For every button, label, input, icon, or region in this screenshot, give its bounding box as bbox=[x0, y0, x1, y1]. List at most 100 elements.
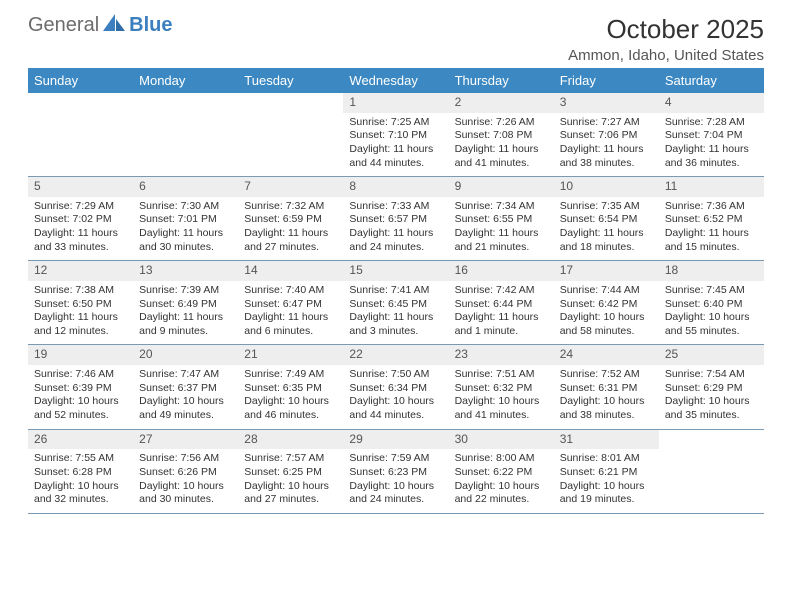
calendar-cell: 18Sunrise: 7:45 AMSunset: 6:40 PMDayligh… bbox=[659, 261, 764, 345]
day-details: Sunrise: 7:47 AMSunset: 6:37 PMDaylight:… bbox=[133, 365, 238, 429]
sunrise-text: Sunrise: 7:54 AM bbox=[665, 368, 758, 382]
calendar-cell: 1Sunrise: 7:25 AMSunset: 7:10 PMDaylight… bbox=[343, 93, 448, 177]
sunrise-text: Sunrise: 7:25 AM bbox=[349, 116, 442, 130]
day-number: 14 bbox=[238, 261, 343, 281]
day-number: 7 bbox=[238, 177, 343, 197]
calendar-body: . . . 1Sunrise: 7:25 AMSunset: 7:10 PMDa… bbox=[28, 93, 764, 513]
sunrise-text: Sunrise: 7:40 AM bbox=[244, 284, 337, 298]
daylight-text: Daylight: 10 hours and 55 minutes. bbox=[665, 311, 758, 338]
calendar-cell: 11Sunrise: 7:36 AMSunset: 6:52 PMDayligh… bbox=[659, 177, 764, 261]
daylight-text: Daylight: 10 hours and 35 minutes. bbox=[665, 395, 758, 422]
day-number: 21 bbox=[238, 345, 343, 365]
sunset-text: Sunset: 6:31 PM bbox=[560, 382, 653, 396]
day-details: Sunrise: 7:30 AMSunset: 7:01 PMDaylight:… bbox=[133, 197, 238, 261]
calendar-cell: . bbox=[133, 93, 238, 177]
day-number: 29 bbox=[343, 430, 448, 450]
day-number: 30 bbox=[449, 430, 554, 450]
sunrise-text: Sunrise: 7:45 AM bbox=[665, 284, 758, 298]
day-details: Sunrise: 7:36 AMSunset: 6:52 PMDaylight:… bbox=[659, 197, 764, 261]
day-details: Sunrise: 7:33 AMSunset: 6:57 PMDaylight:… bbox=[343, 197, 448, 261]
calendar-cell: 31Sunrise: 8:01 AMSunset: 6:21 PMDayligh… bbox=[554, 429, 659, 513]
sunset-text: Sunset: 6:26 PM bbox=[139, 466, 232, 480]
month-title: October 2025 bbox=[568, 14, 764, 45]
daylight-text: Daylight: 10 hours and 58 minutes. bbox=[560, 311, 653, 338]
daylight-text: Daylight: 10 hours and 52 minutes. bbox=[34, 395, 127, 422]
sunrise-text: Sunrise: 7:28 AM bbox=[665, 116, 758, 130]
header: General Blue October 2025 Ammon, Idaho, … bbox=[28, 14, 764, 64]
sunset-text: Sunset: 6:34 PM bbox=[349, 382, 442, 396]
daylight-text: Daylight: 10 hours and 22 minutes. bbox=[455, 480, 548, 507]
sunset-text: Sunset: 7:06 PM bbox=[560, 129, 653, 143]
calendar-week: . . . 1Sunrise: 7:25 AMSunset: 7:10 PMDa… bbox=[28, 93, 764, 177]
day-number: 15 bbox=[343, 261, 448, 281]
day-number: 17 bbox=[554, 261, 659, 281]
calendar-cell: 7Sunrise: 7:32 AMSunset: 6:59 PMDaylight… bbox=[238, 177, 343, 261]
sunset-text: Sunset: 6:59 PM bbox=[244, 213, 337, 227]
calendar-cell: 29Sunrise: 7:59 AMSunset: 6:23 PMDayligh… bbox=[343, 429, 448, 513]
day-details: Sunrise: 7:26 AMSunset: 7:08 PMDaylight:… bbox=[449, 113, 554, 177]
daylight-text: Daylight: 10 hours and 46 minutes. bbox=[244, 395, 337, 422]
day-details: Sunrise: 7:40 AMSunset: 6:47 PMDaylight:… bbox=[238, 281, 343, 345]
sunset-text: Sunset: 6:52 PM bbox=[665, 213, 758, 227]
dow-friday: Friday bbox=[554, 68, 659, 93]
day-details: Sunrise: 7:57 AMSunset: 6:25 PMDaylight:… bbox=[238, 449, 343, 513]
calendar-cell: 24Sunrise: 7:52 AMSunset: 6:31 PMDayligh… bbox=[554, 345, 659, 429]
sunrise-text: Sunrise: 8:01 AM bbox=[560, 452, 653, 466]
sunrise-text: Sunrise: 7:29 AM bbox=[34, 200, 127, 214]
calendar-cell: 21Sunrise: 7:49 AMSunset: 6:35 PMDayligh… bbox=[238, 345, 343, 429]
day-number: 24 bbox=[554, 345, 659, 365]
calendar-cell: 8Sunrise: 7:33 AMSunset: 6:57 PMDaylight… bbox=[343, 177, 448, 261]
day-details: Sunrise: 7:54 AMSunset: 6:29 PMDaylight:… bbox=[659, 365, 764, 429]
sunrise-text: Sunrise: 7:56 AM bbox=[139, 452, 232, 466]
sunset-text: Sunset: 6:42 PM bbox=[560, 298, 653, 312]
day-details: Sunrise: 7:28 AMSunset: 7:04 PMDaylight:… bbox=[659, 113, 764, 177]
day-details: Sunrise: 7:51 AMSunset: 6:32 PMDaylight:… bbox=[449, 365, 554, 429]
sunrise-text: Sunrise: 7:57 AM bbox=[244, 452, 337, 466]
calendar-cell: 13Sunrise: 7:39 AMSunset: 6:49 PMDayligh… bbox=[133, 261, 238, 345]
day-number: 9 bbox=[449, 177, 554, 197]
calendar-cell: 26Sunrise: 7:55 AMSunset: 6:28 PMDayligh… bbox=[28, 429, 133, 513]
sunset-text: Sunset: 6:50 PM bbox=[34, 298, 127, 312]
day-details: Sunrise: 7:44 AMSunset: 6:42 PMDaylight:… bbox=[554, 281, 659, 345]
daylight-text: Daylight: 11 hours and 24 minutes. bbox=[349, 227, 442, 254]
day-details: Sunrise: 7:27 AMSunset: 7:06 PMDaylight:… bbox=[554, 113, 659, 177]
daylight-text: Daylight: 11 hours and 18 minutes. bbox=[560, 227, 653, 254]
dow-sunday: Sunday bbox=[28, 68, 133, 93]
calendar-cell: 25Sunrise: 7:54 AMSunset: 6:29 PMDayligh… bbox=[659, 345, 764, 429]
sunrise-text: Sunrise: 7:42 AM bbox=[455, 284, 548, 298]
sunset-text: Sunset: 6:28 PM bbox=[34, 466, 127, 480]
day-details: Sunrise: 7:35 AMSunset: 6:54 PMDaylight:… bbox=[554, 197, 659, 261]
dow-tuesday: Tuesday bbox=[238, 68, 343, 93]
day-number: 13 bbox=[133, 261, 238, 281]
day-details: Sunrise: 7:55 AMSunset: 6:28 PMDaylight:… bbox=[28, 449, 133, 513]
sunset-text: Sunset: 6:23 PM bbox=[349, 466, 442, 480]
sunrise-text: Sunrise: 7:35 AM bbox=[560, 200, 653, 214]
dow-monday: Monday bbox=[133, 68, 238, 93]
dow-thursday: Thursday bbox=[449, 68, 554, 93]
calendar-cell: 4Sunrise: 7:28 AMSunset: 7:04 PMDaylight… bbox=[659, 93, 764, 177]
sunset-text: Sunset: 6:39 PM bbox=[34, 382, 127, 396]
sunrise-text: Sunrise: 7:46 AM bbox=[34, 368, 127, 382]
day-number: 31 bbox=[554, 430, 659, 450]
day-details: Sunrise: 7:25 AMSunset: 7:10 PMDaylight:… bbox=[343, 113, 448, 177]
calendar-table: Sunday Monday Tuesday Wednesday Thursday… bbox=[28, 68, 764, 514]
logo-text-2: Blue bbox=[129, 14, 172, 37]
day-details: Sunrise: 7:56 AMSunset: 6:26 PMDaylight:… bbox=[133, 449, 238, 513]
sunrise-text: Sunrise: 7:27 AM bbox=[560, 116, 653, 130]
sunrise-text: Sunrise: 7:33 AM bbox=[349, 200, 442, 214]
daylight-text: Daylight: 11 hours and 1 minute. bbox=[455, 311, 548, 338]
sunset-text: Sunset: 7:04 PM bbox=[665, 129, 758, 143]
sunset-text: Sunset: 6:29 PM bbox=[665, 382, 758, 396]
day-number: 27 bbox=[133, 430, 238, 450]
day-number: 8 bbox=[343, 177, 448, 197]
sunrise-text: Sunrise: 7:55 AM bbox=[34, 452, 127, 466]
sunset-text: Sunset: 6:55 PM bbox=[455, 213, 548, 227]
daylight-text: Daylight: 11 hours and 12 minutes. bbox=[34, 311, 127, 338]
daylight-text: Daylight: 11 hours and 15 minutes. bbox=[665, 227, 758, 254]
day-details: Sunrise: 7:32 AMSunset: 6:59 PMDaylight:… bbox=[238, 197, 343, 261]
sunrise-text: Sunrise: 7:34 AM bbox=[455, 200, 548, 214]
calendar-cell: 20Sunrise: 7:47 AMSunset: 6:37 PMDayligh… bbox=[133, 345, 238, 429]
day-details: Sunrise: 7:39 AMSunset: 6:49 PMDaylight:… bbox=[133, 281, 238, 345]
sunrise-text: Sunrise: 7:41 AM bbox=[349, 284, 442, 298]
calendar-cell: 2Sunrise: 7:26 AMSunset: 7:08 PMDaylight… bbox=[449, 93, 554, 177]
